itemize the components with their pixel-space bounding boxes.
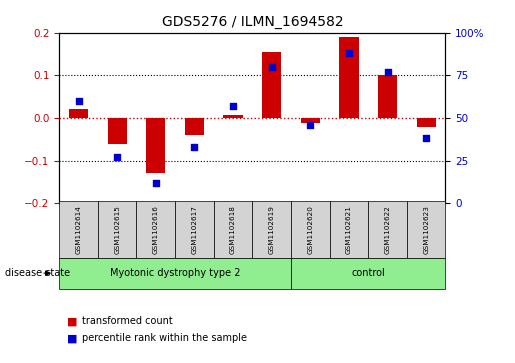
Text: GSM1102617: GSM1102617 — [192, 205, 197, 254]
Text: GSM1102622: GSM1102622 — [385, 205, 390, 254]
Point — [152, 180, 160, 186]
Bar — [175, 201, 214, 258]
Bar — [378, 75, 397, 118]
Bar — [185, 118, 204, 135]
Text: GSM1102614: GSM1102614 — [76, 205, 81, 254]
Text: disease state: disease state — [5, 268, 70, 278]
Point — [229, 103, 237, 109]
Text: Myotonic dystrophy type 2: Myotonic dystrophy type 2 — [110, 268, 241, 278]
Text: transformed count: transformed count — [82, 316, 173, 326]
Bar — [301, 118, 320, 123]
Point — [422, 135, 431, 141]
Bar — [69, 109, 88, 118]
Point — [113, 154, 122, 160]
Text: GSM1102619: GSM1102619 — [269, 205, 274, 254]
Point — [191, 144, 199, 150]
Bar — [291, 201, 330, 258]
Bar — [417, 118, 436, 127]
Bar — [146, 118, 165, 174]
Bar — [339, 37, 358, 118]
Text: control: control — [351, 268, 385, 278]
Bar — [108, 118, 127, 144]
Bar — [291, 258, 445, 289]
Point — [306, 122, 314, 128]
Point — [74, 98, 82, 104]
Bar — [252, 201, 291, 258]
Bar — [224, 115, 243, 118]
Bar — [262, 52, 281, 118]
Text: ■: ■ — [67, 333, 77, 343]
Point — [268, 64, 276, 70]
Bar — [98, 201, 136, 258]
Text: GSM1102618: GSM1102618 — [230, 205, 236, 254]
Text: GSM1102616: GSM1102616 — [153, 205, 159, 254]
Bar — [330, 201, 368, 258]
Text: GSM1102623: GSM1102623 — [423, 205, 429, 254]
Point — [383, 69, 392, 75]
Text: ■: ■ — [67, 316, 77, 326]
Bar — [407, 201, 445, 258]
Text: percentile rank within the sample: percentile rank within the sample — [82, 333, 247, 343]
Bar — [59, 201, 98, 258]
Text: GSM1102620: GSM1102620 — [307, 205, 313, 254]
Text: GSM1102615: GSM1102615 — [114, 205, 120, 254]
Bar — [368, 201, 407, 258]
Text: GSM1102621: GSM1102621 — [346, 205, 352, 254]
Point — [345, 50, 353, 56]
Bar — [59, 258, 291, 289]
Bar — [136, 201, 175, 258]
Bar — [214, 201, 252, 258]
Text: GDS5276 / ILMN_1694582: GDS5276 / ILMN_1694582 — [162, 15, 343, 29]
